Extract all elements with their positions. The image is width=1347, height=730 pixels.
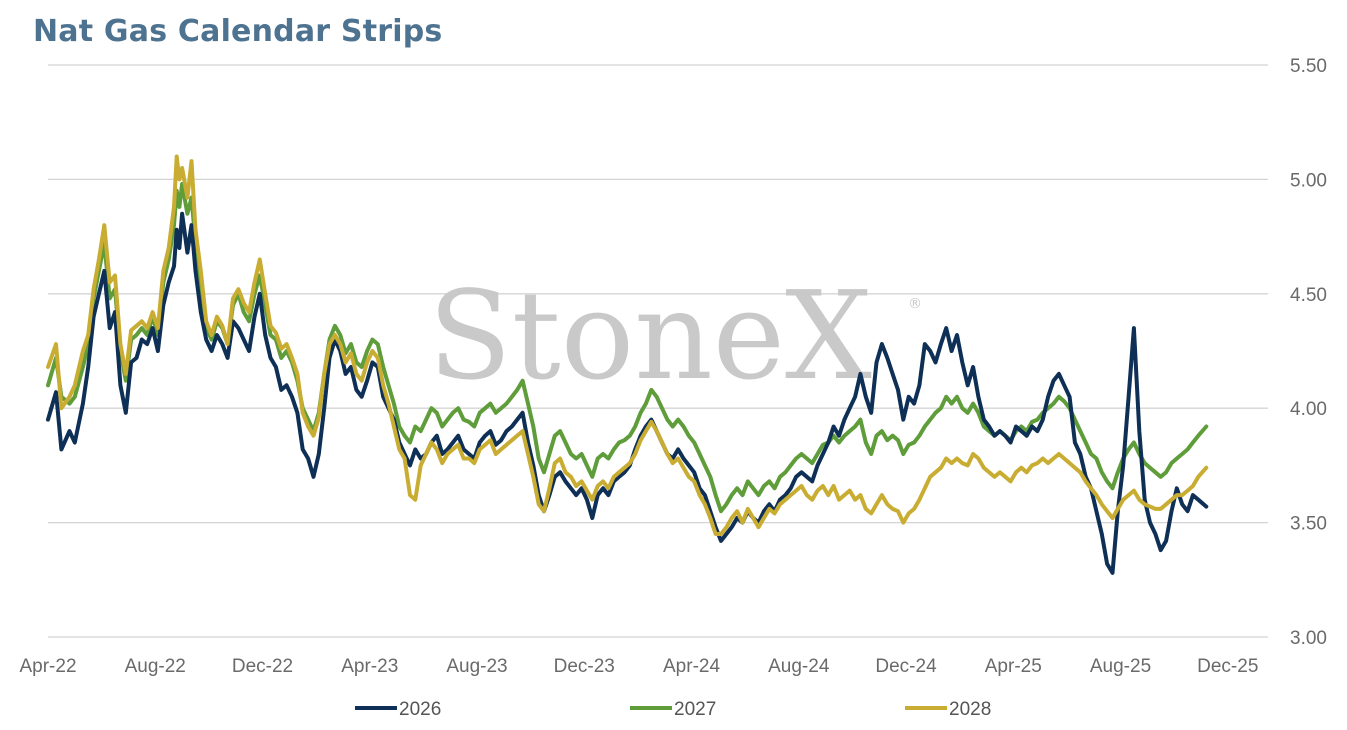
x-tick-label: Aug-23 <box>446 656 507 677</box>
x-tick-label: Apr-23 <box>341 656 398 677</box>
x-tick-label: Dec-25 <box>1197 656 1258 677</box>
legend-label-2026: 2026 <box>399 699 441 720</box>
x-tick-label: Dec-22 <box>232 656 293 677</box>
watermark-text: StoneX <box>428 265 872 407</box>
x-tick-label: Dec-23 <box>554 656 615 677</box>
legend: 2026 2027 2028 <box>355 699 991 720</box>
x-tick-label: Apr-24 <box>663 656 720 677</box>
y-tick-label: 5.00 <box>1290 170 1327 191</box>
series-lines <box>46 154 1209 575</box>
legend-label-2027: 2027 <box>674 699 716 720</box>
y-tick-label: 4.00 <box>1290 399 1327 420</box>
y-tick-label: 4.50 <box>1290 285 1327 306</box>
legend-label-2028: 2028 <box>949 699 991 720</box>
series-line-2026 <box>46 211 1209 575</box>
y-axis-tick-labels: 3.00 3.50 4.00 4.50 5.00 5.50 <box>1290 56 1327 649</box>
x-tick-label: Aug-24 <box>768 656 830 677</box>
y-tick-label: 3.00 <box>1290 628 1327 649</box>
chart-title: Nat Gas Calendar Strips <box>33 14 443 49</box>
x-tick-label: Aug-25 <box>1090 656 1151 677</box>
watermark-registered-mark: ® <box>908 296 922 312</box>
x-axis-tick-labels: Apr-22 Aug-22 Dec-22 Apr-23 Aug-23 Dec-23 Apr-… <box>19 656 1258 677</box>
x-tick-label: Apr-25 <box>985 656 1042 677</box>
x-tick-label: Dec-24 <box>875 656 937 677</box>
series-line-2028 <box>46 154 1209 536</box>
y-tick-label: 3.50 <box>1290 514 1327 535</box>
x-tick-label: Apr-22 <box>19 656 76 677</box>
x-tick-label: Aug-22 <box>125 656 186 677</box>
stonex-watermark: StoneX ® <box>428 265 922 407</box>
y-tick-label: 5.50 <box>1290 56 1327 77</box>
